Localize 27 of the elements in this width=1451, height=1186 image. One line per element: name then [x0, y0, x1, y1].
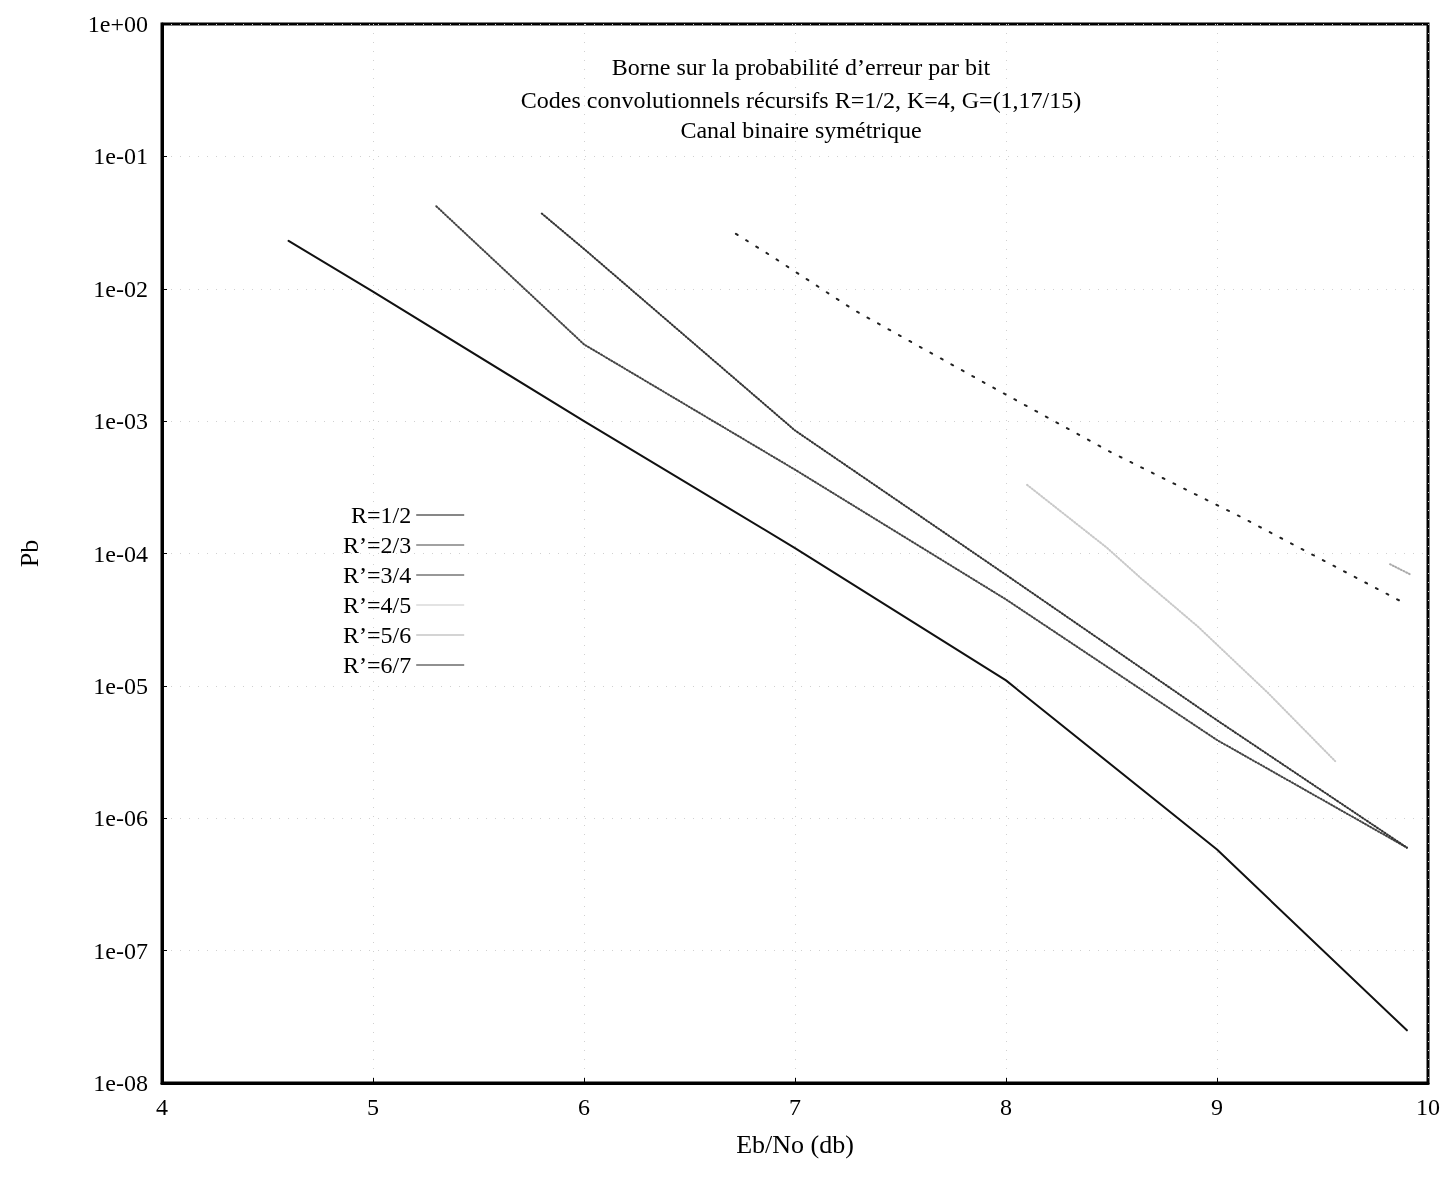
legend-label: R’=2/3 [343, 532, 412, 558]
text: Codes convolutionnels récursifs R=1/2, K=4, G=(1,17/15) Canal binaire symétrique [520, 87, 1082, 143]
x-tick-label: 5 [367, 1094, 379, 1120]
x-tick-label: 10 [1416, 1094, 1440, 1120]
y-tick-label: 1e-06 [93, 805, 148, 832]
y-tick-label: 1e+00 [87, 11, 148, 37]
x-axis-title: Eb/No (db) [736, 1129, 854, 1159]
y-tick-label: 1e-04 [93, 540, 148, 567]
y-tick-label: 1e-03 [93, 408, 148, 435]
legend-label: R’=4/5 [343, 592, 412, 618]
y-tick-label: 1e-08 [93, 1070, 148, 1096]
y-tick-label: 1e-02 [93, 275, 148, 302]
legend-label: R’=3/4 [343, 562, 412, 588]
x-tick-label: 9 [1211, 1094, 1223, 1120]
x-tick-label: 8 [1000, 1094, 1012, 1120]
y-tick-label: 1e-01 [93, 143, 148, 170]
legend-label: R’=5/6 [343, 622, 412, 648]
legend-label: R=1/2 [350, 502, 412, 528]
y-axis-title: Pb [14, 539, 44, 568]
line-series [287, 239, 1408, 1032]
y-tick-label: 1e-07 [93, 937, 148, 964]
x-tick-label: 7 [789, 1094, 801, 1120]
text: Borne sur la probabilité d’erreur par bit [611, 54, 991, 80]
legend-label: R’=6/7 [343, 652, 412, 678]
y-tick-label: 1e-05 [93, 672, 148, 699]
x-tick-label: 4 [156, 1094, 168, 1120]
x-tick-label: 6 [578, 1094, 590, 1120]
